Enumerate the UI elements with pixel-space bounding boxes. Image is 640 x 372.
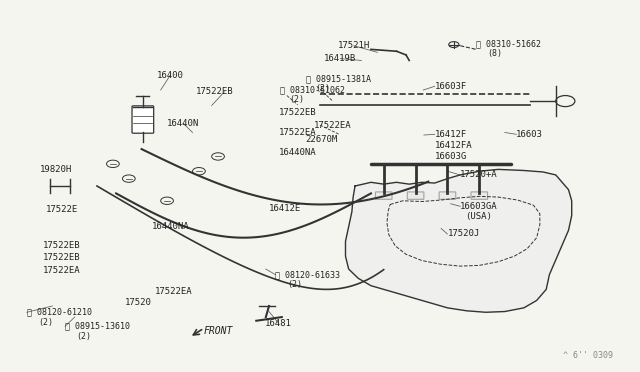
Text: Ⓑ 08120-61633: Ⓑ 08120-61633 (275, 270, 340, 279)
Text: 16440NA: 16440NA (152, 222, 189, 231)
Text: (8): (8) (487, 49, 502, 58)
FancyBboxPatch shape (376, 192, 392, 199)
FancyBboxPatch shape (132, 106, 154, 133)
Text: 22670M: 22670M (305, 135, 337, 144)
Text: ^ 6'' 0309: ^ 6'' 0309 (563, 350, 613, 359)
Text: 16400: 16400 (157, 71, 184, 80)
Polygon shape (346, 169, 572, 312)
Text: 17522EB: 17522EB (278, 108, 316, 117)
Text: (2): (2) (287, 280, 302, 289)
Text: 17520J: 17520J (447, 230, 480, 238)
Text: 16412F: 16412F (435, 130, 467, 139)
Text: 19820H: 19820H (40, 165, 72, 174)
FancyBboxPatch shape (407, 192, 424, 199)
Text: 17520: 17520 (125, 298, 152, 307)
Text: 17522EB: 17522EB (196, 87, 234, 96)
Text: Ⓜ 08915-1381A: Ⓜ 08915-1381A (306, 74, 371, 83)
Text: (2): (2) (77, 332, 92, 341)
Text: 17520+A: 17520+A (460, 170, 498, 179)
Text: 17522EB: 17522EB (43, 253, 81, 263)
Text: 16603GA: 16603GA (460, 202, 498, 211)
Text: 16481: 16481 (265, 319, 292, 328)
FancyBboxPatch shape (439, 192, 456, 199)
Text: 16603: 16603 (516, 130, 543, 139)
Text: 17522EB: 17522EB (43, 241, 81, 250)
Text: 17522EA: 17522EA (155, 287, 192, 296)
Text: 17522EA: 17522EA (314, 121, 351, 129)
Text: 16603G: 16603G (435, 152, 467, 161)
Text: 16419B: 16419B (324, 54, 356, 63)
Text: 17522EA: 17522EA (43, 266, 81, 275)
Text: 16412E: 16412E (269, 203, 301, 213)
Text: 16440NA: 16440NA (278, 148, 316, 157)
Text: FRONT: FRONT (204, 326, 234, 336)
Text: 17522EA: 17522EA (278, 128, 316, 137)
Text: 16603F: 16603F (435, 82, 467, 91)
Text: (2): (2) (315, 84, 330, 93)
Text: 17522E: 17522E (46, 205, 78, 215)
Text: 16440N: 16440N (167, 119, 199, 128)
Text: (2): (2) (38, 318, 53, 327)
Text: (2): (2) (289, 96, 305, 105)
Text: Ⓑ 08120-61210: Ⓑ 08120-61210 (27, 308, 92, 317)
Text: Ⓢ 08310-51062: Ⓢ 08310-51062 (280, 86, 346, 94)
Text: Ⓢ 08310-51662: Ⓢ 08310-51662 (476, 39, 541, 48)
Text: Ⓜ 08915-13610: Ⓜ 08915-13610 (65, 322, 130, 331)
Text: 17521H: 17521H (338, 41, 370, 50)
Text: (USA): (USA) (465, 212, 492, 221)
FancyBboxPatch shape (471, 192, 488, 199)
Text: 16412FA: 16412FA (435, 141, 472, 150)
